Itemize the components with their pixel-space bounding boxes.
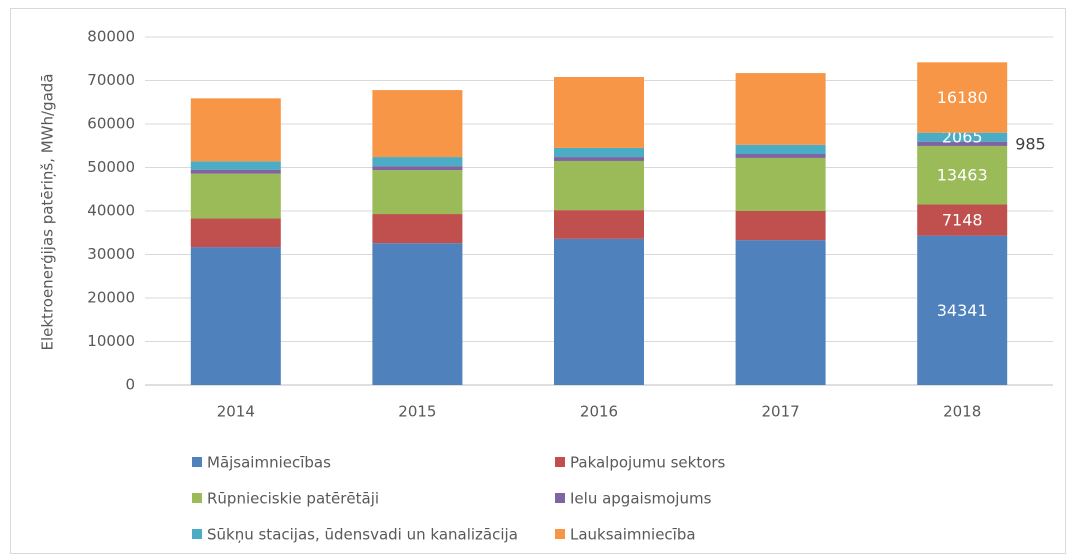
y-tick-label: 10000 [87, 332, 135, 350]
bar-segment [917, 145, 1008, 205]
bar-segment [917, 235, 1008, 385]
x-tick-label: 2015 [398, 403, 436, 421]
data-label: 34341 [937, 301, 988, 320]
bar-segment [735, 240, 826, 385]
y-tick-label: 20000 [87, 289, 135, 307]
x-tick-label: 2016 [580, 403, 618, 421]
bar-segment [372, 214, 463, 244]
x-tick-label: 2014 [217, 403, 255, 421]
bar-segment [554, 210, 644, 239]
legend-swatch [555, 493, 565, 503]
legend-label: Lauksaimniecība [570, 526, 696, 544]
y-axis-title: Elektroenerģijas patēriņš, MWh/gadā [39, 74, 57, 351]
legend-label: Pakalpojumu sektors [570, 454, 726, 472]
y-tick-label: 30000 [87, 245, 135, 263]
bar-segment [917, 204, 1008, 236]
y-tick-label: 60000 [87, 115, 135, 133]
x-tick-label: 2017 [762, 403, 800, 421]
legend-label: Ielu apgaismojums [570, 490, 712, 508]
legend-label: Sūkņu stacijas, ūdensvadi un kanalizācij… [207, 526, 518, 544]
bar-segment [190, 173, 281, 219]
y-tick-label: 70000 [87, 71, 135, 89]
legend-swatch [555, 529, 565, 539]
bar-segment [917, 132, 1008, 142]
bar-segment [190, 161, 281, 170]
bar-segment [735, 157, 826, 211]
bar-segment [735, 211, 826, 241]
bar-segment [190, 247, 281, 385]
data-label: 985 [1015, 134, 1046, 153]
bar-segment [554, 160, 644, 211]
data-label: 16180 [937, 88, 988, 107]
bar-segment [372, 157, 463, 167]
bar-segment [917, 141, 1008, 146]
bar-segment [372, 243, 463, 385]
bar-segment [735, 144, 826, 155]
chart-border [10, 8, 1066, 554]
y-tick-label: 40000 [87, 202, 135, 220]
y-tick-label: 0 [125, 376, 135, 394]
legend-swatch [192, 457, 202, 467]
legend-swatch [192, 493, 202, 503]
bar-segment [190, 218, 281, 248]
bar-segment [554, 77, 644, 148]
y-tick-label: 80000 [87, 28, 135, 46]
data-label: 7148 [942, 211, 983, 230]
bar-segment [917, 62, 1008, 133]
bar-segment [735, 73, 826, 145]
legend-label: Rūpnieciskie patērētāji [207, 490, 379, 508]
legend-swatch [555, 457, 565, 467]
bar-segment [554, 157, 644, 161]
bar-segment [372, 90, 463, 158]
legend-swatch [192, 529, 202, 539]
bar-segment [190, 169, 281, 174]
x-tick-label: 2018 [943, 403, 981, 421]
bar-segment [372, 170, 463, 215]
bar-segment [735, 154, 826, 158]
bar-segment [554, 238, 644, 385]
bar-segment [554, 147, 644, 158]
data-label: 13463 [937, 166, 988, 185]
bar-segment [190, 98, 281, 162]
bar-segment [372, 166, 463, 171]
legend-label: Mājsaimniecības [207, 454, 331, 472]
y-tick-label: 50000 [87, 158, 135, 176]
